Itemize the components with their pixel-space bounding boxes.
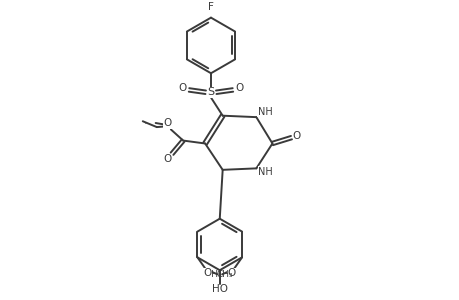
Text: O: O	[178, 83, 186, 94]
Text: NH: NH	[258, 167, 273, 177]
Text: CH₃: CH₃	[217, 270, 233, 279]
Text: NH: NH	[257, 107, 272, 117]
Text: O: O	[203, 268, 211, 278]
Text: O: O	[227, 268, 235, 278]
Text: F: F	[207, 2, 213, 11]
Text: O: O	[235, 83, 243, 94]
Text: O: O	[163, 154, 171, 164]
Text: S: S	[207, 87, 214, 97]
Text: CH₃: CH₃	[206, 270, 222, 279]
Text: ethyl: ethyl	[145, 123, 148, 124]
Text: O: O	[292, 131, 300, 141]
Text: HO: HO	[211, 284, 227, 294]
Text: O: O	[163, 118, 172, 128]
